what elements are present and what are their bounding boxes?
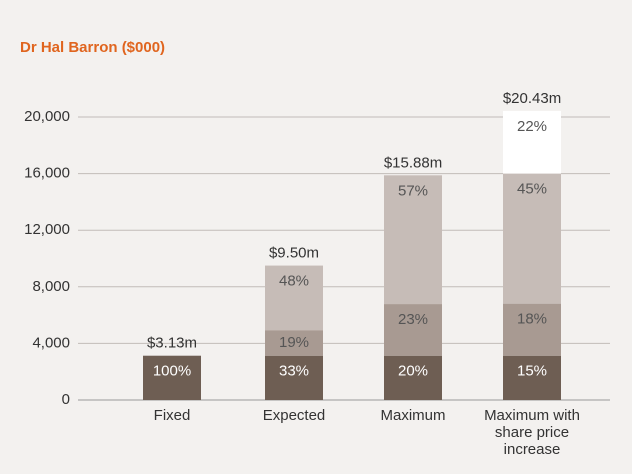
- y-tick-label: 20,000: [24, 108, 70, 125]
- percent-label: 18%: [517, 311, 547, 328]
- percent-label: 19%: [279, 334, 309, 351]
- x-tick-label: Fixed: [153, 407, 191, 424]
- chart-title: Dr Hal Barron ($000): [20, 39, 165, 56]
- bar-segment: [503, 355, 561, 400]
- percent-label: 23%: [398, 311, 428, 328]
- bar-segment: [503, 173, 561, 304]
- x-tick-label: Maximum with share price increase: [484, 407, 580, 458]
- x-tick-label: Expected: [262, 407, 326, 424]
- x-tick-label: Maximum: [380, 407, 446, 424]
- percent-label: 48%: [279, 273, 309, 290]
- total-label: $20.43m: [503, 90, 561, 107]
- percent-label: 22%: [517, 118, 547, 135]
- total-label: $15.88m: [384, 154, 442, 171]
- y-tick-label: 0: [62, 391, 70, 408]
- percent-label: 20%: [398, 363, 428, 380]
- bar-segment: [384, 304, 442, 356]
- bar-segment: [384, 175, 442, 305]
- bar-segment: [503, 303, 561, 356]
- bar-segment: [503, 110, 561, 174]
- bar-segment: [265, 330, 323, 356]
- y-tick-label: 4,000: [32, 334, 70, 351]
- y-tick-label: 12,000: [24, 221, 70, 238]
- total-label: $3.13m: [147, 335, 197, 352]
- bar-segment: [143, 355, 201, 400]
- y-tick-label: 8,000: [32, 278, 70, 295]
- percent-label: 45%: [517, 181, 547, 198]
- percent-label: 33%: [279, 363, 309, 380]
- bar-segment: [265, 265, 323, 331]
- y-tick-label: 16,000: [24, 165, 70, 182]
- percent-label: 15%: [517, 363, 547, 380]
- percent-label: 57%: [398, 182, 428, 199]
- percent-label: 100%: [153, 363, 191, 380]
- bar-segment: [265, 355, 323, 400]
- bar-segment: [384, 355, 442, 400]
- total-label: $9.50m: [269, 245, 319, 262]
